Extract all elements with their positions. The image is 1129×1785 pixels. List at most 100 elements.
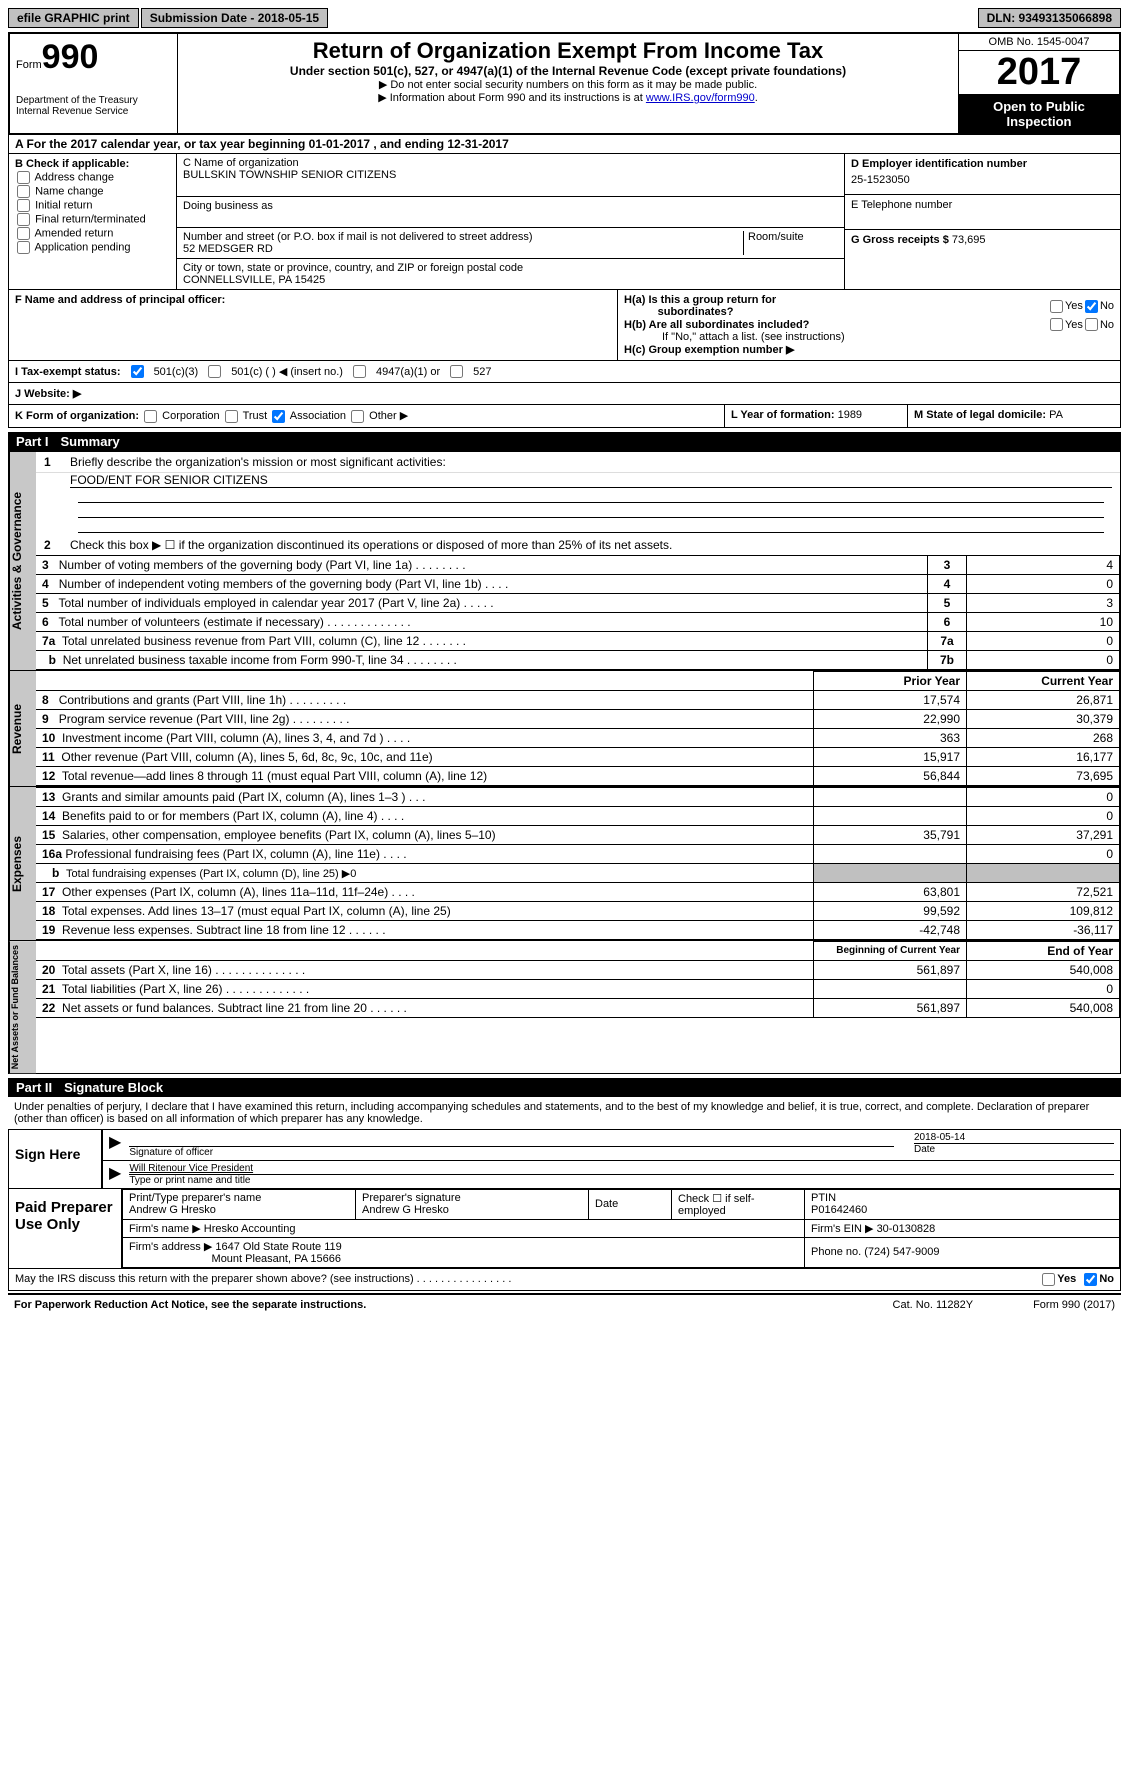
ha-no[interactable] <box>1085 300 1098 313</box>
cb-address-change[interactable]: Address change <box>15 171 170 184</box>
cb-4947[interactable] <box>353 365 366 378</box>
efile-button[interactable]: efile GRAPHIC print <box>8 8 139 28</box>
telephone <box>851 211 1114 225</box>
form-title-box: Return of Organization Exempt From Incom… <box>178 34 958 133</box>
form-id-box: Form990 Department of the Treasury Inter… <box>10 34 178 133</box>
netassets-section: Net Assets or Fund Balances Beginning of… <box>8 941 1121 1074</box>
mission: FOOD/ENT FOR SENIOR CITIZENS <box>70 473 1112 488</box>
e-label: E Telephone number <box>851 199 1114 211</box>
irs-link[interactable]: www.IRS.gov/form990 <box>646 92 755 104</box>
part-ii-header: Part IISignature Block <box>8 1078 1121 1097</box>
cb-527[interactable] <box>450 365 463 378</box>
expenses-section: Expenses 13 Grants and similar amounts p… <box>8 787 1121 941</box>
form-note-1: ▶ Do not enter social security numbers o… <box>186 78 950 91</box>
sign-here-block: Sign Here ▶Signature of officer2018-05-1… <box>8 1129 1121 1189</box>
hb-no[interactable] <box>1085 318 1098 331</box>
cb-association[interactable] <box>272 410 285 423</box>
prep-name: Andrew G Hresko <box>129 1204 349 1216</box>
cb-corporation[interactable] <box>144 410 157 423</box>
net-table: Beginning of Current YearEnd of Year 20 … <box>36 941 1120 1018</box>
firm-phone: (724) 547-9009 <box>864 1246 939 1258</box>
form-note-2: ▶ Information about Form 990 and its ins… <box>378 92 646 104</box>
arrow-icon: ▶ <box>109 1163 121 1186</box>
cb-501c[interactable] <box>208 365 221 378</box>
prep-table: Print/Type preparer's nameAndrew G Hresk… <box>122 1189 1120 1268</box>
form-subtitle: Under section 501(c), 527, or 4947(a)(1)… <box>186 64 950 78</box>
year-formation: 1989 <box>838 409 862 421</box>
cb-final-return[interactable]: Final return/terminated <box>15 213 170 226</box>
self-employed-check[interactable]: Check ☐ if self-employed <box>672 1189 805 1219</box>
c-dba-label: Doing business as <box>183 200 838 212</box>
section-i: I Tax-exempt status: 501(c)(3) 501(c) ( … <box>8 361 1121 383</box>
cb-initial-return[interactable]: Initial return <box>15 199 170 212</box>
section-f: F Name and address of principal officer: <box>9 290 617 360</box>
rev-table: Prior YearCurrent Year 8 Contributions a… <box>36 671 1120 786</box>
form-header: Form990 Department of the Treasury Inter… <box>8 32 1121 135</box>
cb-other[interactable] <box>351 410 364 423</box>
firm-ein: 30-0130828 <box>877 1223 936 1235</box>
tab-revenue: Revenue <box>9 671 36 786</box>
c-addr-label: Number and street (or P.O. box if mail i… <box>183 231 743 243</box>
state-domicile: PA <box>1049 409 1063 421</box>
section-b: B Check if applicable: Address change Na… <box>9 154 177 289</box>
sections-klm: K Form of organization: Corporation Trus… <box>8 405 1121 428</box>
hb-yes[interactable] <box>1050 318 1063 331</box>
sig-date: 2018-05-14 <box>914 1132 1114 1144</box>
firm-addr2: Mount Pleasant, PA 15666 <box>212 1253 341 1265</box>
page-footer: For Paperwork Reduction Act Notice, see … <box>8 1293 1121 1315</box>
tax-year: 2017 <box>959 51 1119 95</box>
discuss-text: May the IRS discuss this return with the… <box>15 1273 1040 1286</box>
hb-note: If "No," attach a list. (see instruction… <box>624 331 1114 343</box>
tab-expenses: Expenses <box>9 787 36 940</box>
part-i-header: Part ISummary <box>8 432 1121 451</box>
preparer-block: Paid Preparer Use Only Print/Type prepar… <box>8 1189 1121 1269</box>
dept-irs: Internal Revenue Service <box>16 106 171 117</box>
omb-number: OMB No. 1545-0047 <box>959 34 1119 51</box>
governance-section: Activities & Governance 1Briefly describ… <box>8 451 1121 671</box>
cb-name-change[interactable]: Name change <box>15 185 170 198</box>
open-inspection: Open to PublicInspection <box>959 95 1119 133</box>
city-state-zip: CONNELLSVILLE, PA 15425 <box>183 274 838 286</box>
f-label: F Name and address of principal officer: <box>15 294 611 306</box>
cb-amended-return[interactable]: Amended return <box>15 227 170 240</box>
revenue-section: Revenue Prior YearCurrent Year 8 Contrib… <box>8 671 1121 787</box>
sig-officer-label: Signature of officer <box>129 1147 213 1158</box>
g-label: G Gross receipts $ <box>851 234 949 246</box>
ha-yes[interactable] <box>1050 300 1063 313</box>
footer-cat: Cat. No. 11282Y <box>893 1299 974 1311</box>
v7b: 0 <box>967 650 1120 669</box>
line-1: Briefly describe the organization's miss… <box>70 455 1112 469</box>
m-label: M State of legal domicile: <box>914 409 1046 421</box>
org-name: BULLSKIN TOWNSHIP SENIOR CITIZENS <box>183 169 838 181</box>
v5: 3 <box>967 593 1120 612</box>
j-label: J Website: ▶ <box>15 387 81 400</box>
gross-receipts: 73,695 <box>952 234 986 246</box>
v4: 0 <box>967 574 1120 593</box>
k-label: K Form of organization: <box>15 410 139 422</box>
cb-application-pending[interactable]: Application pending <box>15 241 170 254</box>
ptin: P01642460 <box>811 1204 1113 1216</box>
v6: 10 <box>967 612 1120 631</box>
cb-501c3[interactable] <box>131 365 144 378</box>
discuss-no[interactable] <box>1084 1273 1097 1286</box>
firm-name: Hresko Accounting <box>204 1223 296 1235</box>
perjury-text: Under penalties of perjury, I declare th… <box>8 1097 1121 1129</box>
discuss-yes[interactable] <box>1042 1273 1055 1286</box>
section-c: C Name of organizationBULLSKIN TOWNSHIP … <box>177 154 844 289</box>
tab-netassets: Net Assets or Fund Balances <box>9 941 36 1073</box>
officer-name-label: Type or print name and title <box>129 1175 250 1186</box>
sig-date-label: Date <box>914 1144 935 1155</box>
form-year-box: OMB No. 1545-0047 2017 Open to PublicIns… <box>958 34 1119 133</box>
gov-table: 3 Number of voting members of the govern… <box>36 555 1120 670</box>
c-city-label: City or town, state or province, country… <box>183 262 838 274</box>
i-label: I Tax-exempt status: <box>15 366 121 378</box>
dept-treasury: Department of the Treasury <box>16 95 171 106</box>
v3: 4 <box>967 555 1120 574</box>
discuss-row: May the IRS discuss this return with the… <box>8 1269 1121 1291</box>
arrow-icon: ▶ <box>109 1132 121 1158</box>
cb-trust[interactable] <box>225 410 238 423</box>
b-heading: B Check if applicable: <box>15 158 170 170</box>
submission-date: Submission Date - 2018-05-15 <box>141 8 328 28</box>
header-bar: efile GRAPHIC print Submission Date - 20… <box>8 8 1121 28</box>
officer-name: Will Ritenour Vice President <box>129 1163 253 1174</box>
